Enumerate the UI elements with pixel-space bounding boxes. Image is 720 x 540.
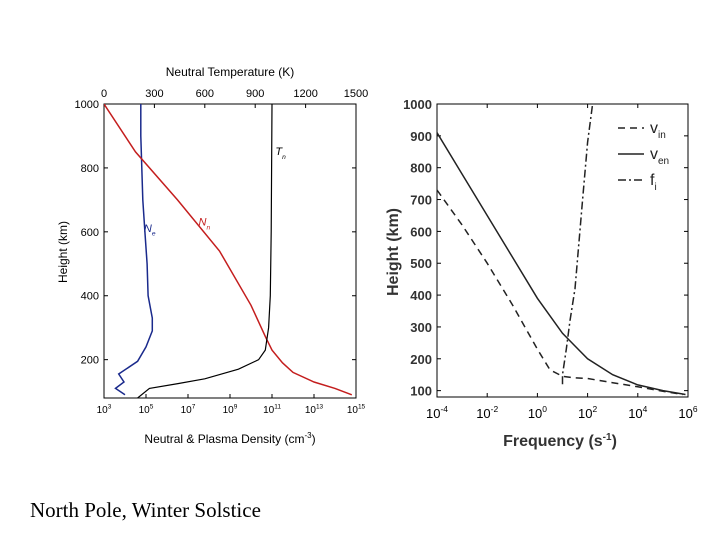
top-x-axis-label: Neutral Temperature (K): [166, 65, 295, 79]
y-tick-label: 900: [410, 129, 432, 144]
series-line-ne: [114, 104, 154, 396]
y-tick-label: 200: [410, 352, 432, 367]
y-axis-label: Height (km): [56, 221, 70, 283]
series-label-ne: Ne: [144, 223, 156, 238]
series-line-vin: [437, 189, 684, 396]
x-tick-label: 105: [139, 404, 154, 417]
x-tick-label: 10-4: [426, 404, 448, 421]
x-tick-label: 1013: [305, 404, 324, 417]
series-line-fi: [561, 104, 594, 385]
series-label-tn: Tn: [275, 146, 286, 161]
x-tick-label: 1015: [347, 404, 366, 417]
legend-label-ven: ven: [650, 146, 669, 167]
top-x-tick-label: 1500: [344, 88, 368, 100]
series-line-nn: [104, 104, 353, 396]
y-tick-label: 600: [410, 224, 432, 239]
legend-label-vin: vin: [650, 120, 666, 141]
x-tick-label: 107: [181, 404, 196, 417]
x-tick-label: 100: [528, 404, 547, 421]
slide-caption: North Pole, Winter Solstice: [30, 498, 261, 522]
top-x-tick-label: 300: [145, 88, 163, 100]
x-axis-label: Frequency (s-1): [503, 432, 617, 450]
y-tick-label: 1000: [75, 99, 99, 111]
y-tick-label: 700: [410, 193, 432, 208]
y-tick-label: 500: [410, 256, 432, 271]
series-line-tn: [137, 104, 273, 398]
frequency-profile-chart: 100 200 300 400 500 600 700 800 900 1000 10-4 10-2 1…: [385, 97, 698, 450]
y-tick-label: 400: [81, 291, 99, 303]
y-tick-label: 800: [81, 163, 99, 175]
x-tick-label: 104: [628, 404, 647, 421]
x-tick-label: 10-2: [476, 404, 498, 421]
y-tick-label: 400: [410, 288, 432, 303]
legend: vin ven fi: [618, 120, 669, 193]
top-x-tick-label: 900: [246, 88, 264, 100]
y-axis-label: Height (km): [385, 208, 402, 296]
y-tick-label: 1000: [403, 97, 432, 112]
top-x-tick-label: 0: [101, 88, 107, 100]
y-tick-label: 100: [410, 384, 432, 399]
top-x-tick-label: 600: [196, 88, 214, 100]
y-tick-label: 200: [81, 355, 99, 367]
x-tick-label: 103: [97, 404, 112, 417]
x-tick-label: 1011: [263, 404, 281, 417]
y-tick-label: 600: [81, 227, 99, 239]
x-axis-label: Neutral & Plasma Density (cm-3): [144, 431, 315, 446]
atmosphere-profile-chart: 200 400 600 800 1000 103 105 107 109 1011 1013 1015…: [56, 65, 368, 446]
x-tick-label: 109: [223, 404, 238, 417]
x-tick-label: 102: [578, 404, 597, 421]
legend-label-fi: fi: [650, 172, 657, 193]
x-tick-label: 106: [678, 404, 697, 421]
series-line-ven: [437, 132, 686, 396]
top-x-tick-label: 1200: [293, 88, 317, 100]
plot-frame: [436, 103, 689, 398]
series-label-nn: Nn: [199, 216, 211, 231]
y-tick-label: 800: [410, 161, 432, 176]
y-tick-label: 300: [410, 320, 432, 335]
